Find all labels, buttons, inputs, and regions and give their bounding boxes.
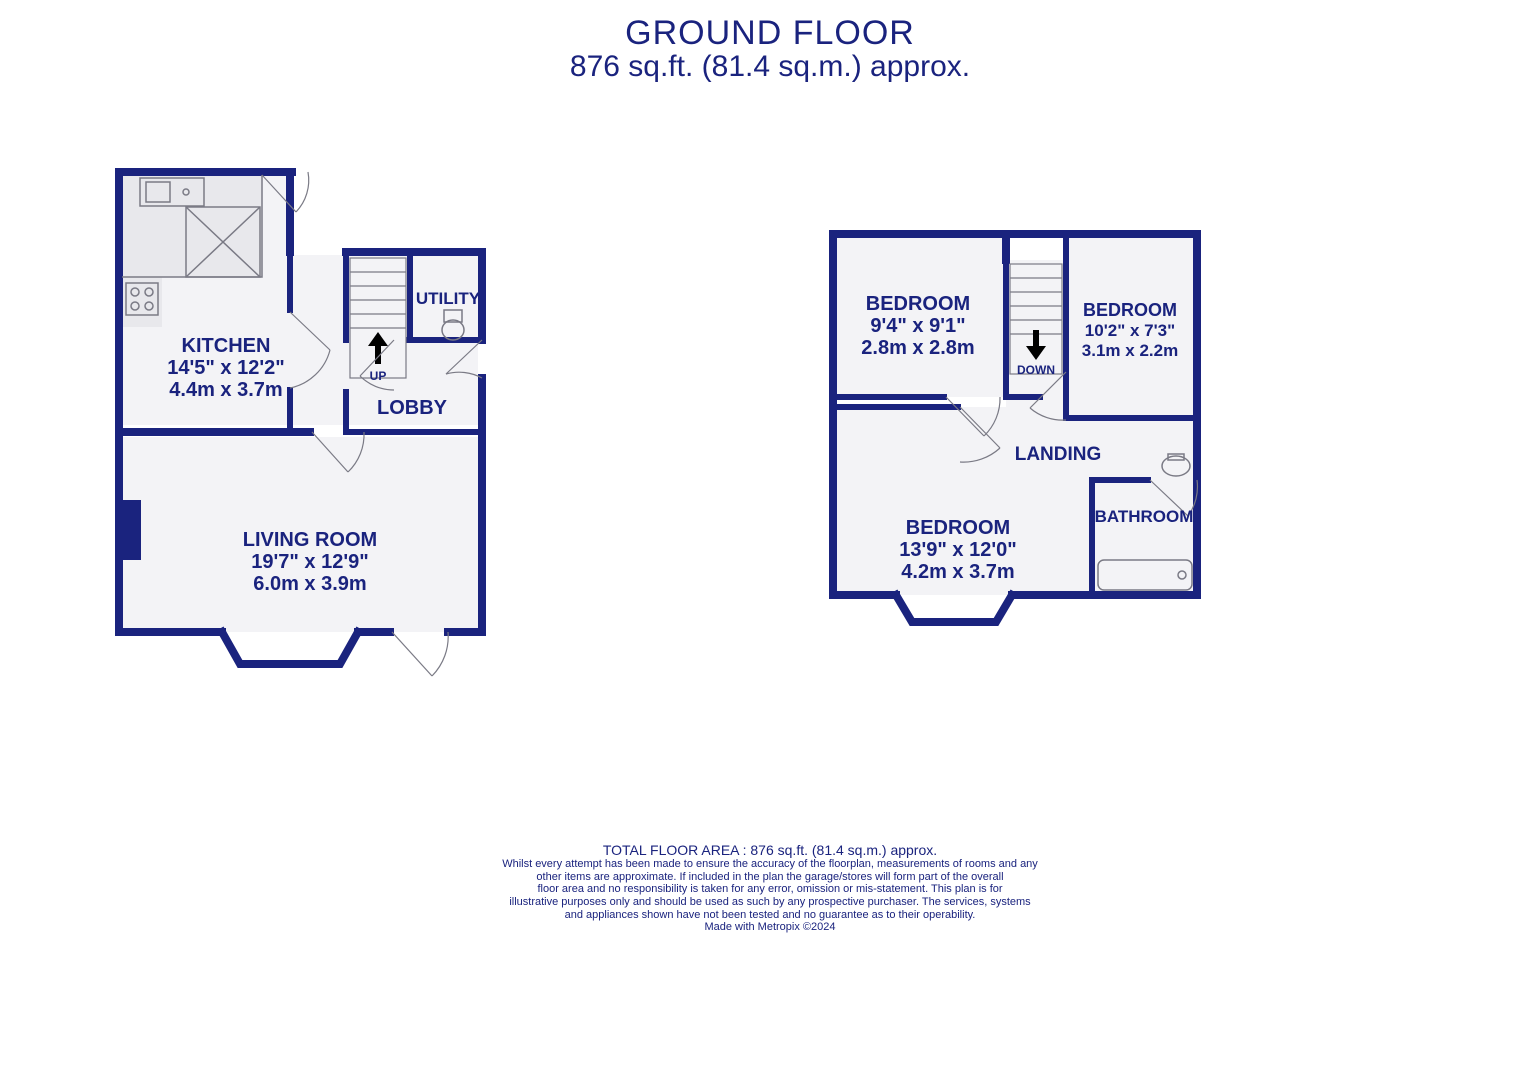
footer-total-area: TOTAL FLOOR AREA : 876 sq.ft. (81.4 sq.m… [0,842,1540,858]
lobby-name: LOBBY [377,397,448,419]
living-dim-imp: 19'7" x 12'9" [251,551,368,573]
stairs-up-label: UP [370,369,387,383]
landing-name: LANDING [1015,444,1102,465]
footer-credit: Made with Metropix ©2024 [704,921,835,933]
kitchen-name: KITCHEN [182,335,271,357]
bed3-name: BEDROOM [906,517,1010,539]
footer-disclaimer: Whilst every attempt has been made to en… [370,858,1170,934]
disclaimer-line: illustrative purposes only and should be… [509,896,1030,908]
bed1-dim-imp: 9'4" x 9'1" [870,315,965,337]
disclaimer-line: other items are approximate. If included… [536,871,1003,883]
disclaimer-line: Whilst every attempt has been made to en… [502,858,1038,870]
bed2-name: BEDROOM [1083,300,1177,320]
utility-name: UTILITY [416,289,481,308]
disclaimer-line: floor area and no responsibility is take… [537,883,1002,895]
disclaimer-line: and appliances shown have not been teste… [565,909,976,921]
kitchen-counter-shade2 [122,277,162,327]
kitchen-dim-imp: 14'5" x 12'2" [167,357,284,379]
bed2-dim-m: 3.1m x 2.2m [1082,341,1178,360]
living-name: LIVING ROOM [243,529,377,551]
chimney-breast [119,500,141,560]
stairs-down-label: DOWN [1017,363,1055,377]
bed2-dim-imp: 10'2" x 7'3" [1085,321,1175,340]
bath-name: BATHROOM [1095,507,1194,526]
bed1-name: BEDROOM [866,293,970,315]
ground-floor-group: UP KITCHEN 14'5" x 12'2" 4.4 [119,172,482,676]
living-dim-m: 6.0m x 3.9m [253,573,366,595]
kitchen-dim-m: 4.4m x 3.7m [169,379,282,401]
bed1-dim-m: 2.8m x 2.8m [861,337,974,359]
bed3-dim-m: 4.2m x 3.7m [901,561,1014,583]
upper-floor-group: DOWN BEDROOM 9'4" [833,234,1197,622]
bed3-dim-imp: 13'9" x 12'0" [899,539,1016,561]
